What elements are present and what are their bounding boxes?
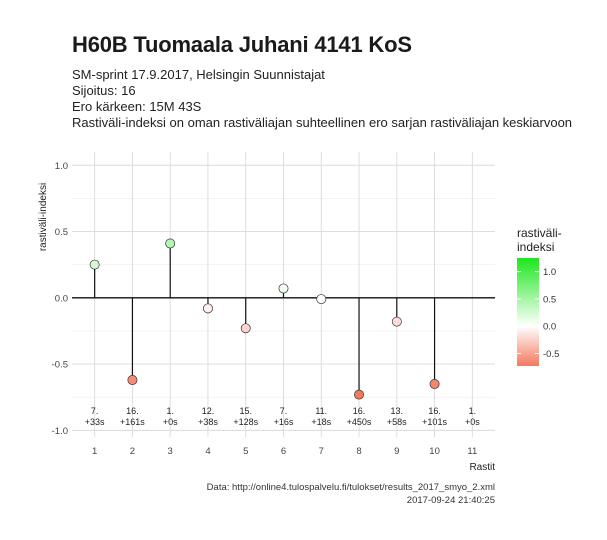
x-tick-label: 1 xyxy=(92,446,97,457)
y-tick-label: -0.5 xyxy=(52,360,68,371)
legend-tick-label: 0.0 xyxy=(543,322,556,333)
rank-label: 11. xyxy=(315,406,327,416)
data-point xyxy=(203,303,213,314)
y-axis-title: rastiväli-indeksi xyxy=(38,183,49,251)
x-tick-label: 6 xyxy=(281,446,286,457)
time-diff-label: +58s xyxy=(387,417,407,427)
timestamp-caption: 2017-09-24 21:40:25 xyxy=(406,495,495,506)
x-tick-label: 10 xyxy=(429,446,440,457)
x-tick-label: 4 xyxy=(205,446,210,457)
data-point xyxy=(240,323,251,334)
x-tick-label: 3 xyxy=(168,446,173,457)
legend-title: indeksi xyxy=(517,240,554,254)
x-tick-label: 11 xyxy=(467,446,477,457)
x-tick-label: 8 xyxy=(356,446,361,457)
rank-label: 16. xyxy=(428,406,441,416)
time-diff-label: +161s xyxy=(120,417,145,427)
time-diff-label: +0s xyxy=(465,417,480,427)
x-tick-label: 2 xyxy=(130,446,135,457)
time-diff-label: +128s xyxy=(233,417,258,427)
rank-label: 1. xyxy=(166,406,174,416)
legend-title: rastiväli- xyxy=(517,226,562,240)
rank-label: 16. xyxy=(353,406,366,416)
subtitle-explanation: Rastiväli-indeksi on oman rastiväliajan … xyxy=(72,115,573,130)
rank-label: 12. xyxy=(202,406,215,416)
rank-label: 15. xyxy=(239,406,252,416)
data-point xyxy=(354,389,364,400)
data-point xyxy=(391,316,402,327)
time-diff-label: +0s xyxy=(163,417,178,427)
data-point xyxy=(316,294,327,305)
rank-label: 1. xyxy=(469,406,477,416)
x-tick-label: 5 xyxy=(243,446,248,457)
y-tick-label: 1.0 xyxy=(55,161,68,172)
rank-label: 16. xyxy=(126,406,139,416)
subtitle-diff: Ero kärkeen: 15M 43S xyxy=(72,99,202,114)
subtitle-event: SM-sprint 17.9.2017, Helsingin Suunnista… xyxy=(72,67,325,82)
legend-colorbar xyxy=(517,258,539,366)
data-point xyxy=(429,379,440,389)
legend-tick-label: -0.5 xyxy=(543,349,559,360)
time-diff-label: +450s xyxy=(347,417,372,427)
legend-tick-label: 1.0 xyxy=(543,267,556,278)
chart-title: H60B Tuomaala Juhani 4141 KoS xyxy=(72,32,412,57)
rank-label: 7. xyxy=(280,406,288,416)
y-tick-label: 0.0 xyxy=(55,293,68,304)
time-diff-label: +18s xyxy=(311,417,331,427)
rank-label: 13. xyxy=(391,406,404,416)
data-point xyxy=(278,283,289,294)
data-source-caption: Data: http://online4.tulospalvelu.fi/tul… xyxy=(206,482,495,493)
time-diff-label: +38s xyxy=(198,417,218,427)
time-diff-label: +101s xyxy=(422,417,447,427)
y-tick-label: 0.5 xyxy=(55,227,68,238)
data-point xyxy=(165,238,176,249)
rank-label: 7. xyxy=(91,406,99,416)
time-diff-label: +33s xyxy=(85,417,105,427)
y-tick-label: -1.0 xyxy=(52,426,68,437)
x-axis-title: Rastit xyxy=(469,462,495,473)
time-diff-label: +16s xyxy=(274,417,294,427)
subtitle-rank: Sijoitus: 16 xyxy=(72,83,136,98)
x-tick-label: 9 xyxy=(394,446,399,457)
x-tick-label: 7 xyxy=(319,446,324,457)
data-point xyxy=(89,259,100,270)
legend-tick-label: 0.5 xyxy=(543,294,556,305)
data-point xyxy=(127,375,138,385)
